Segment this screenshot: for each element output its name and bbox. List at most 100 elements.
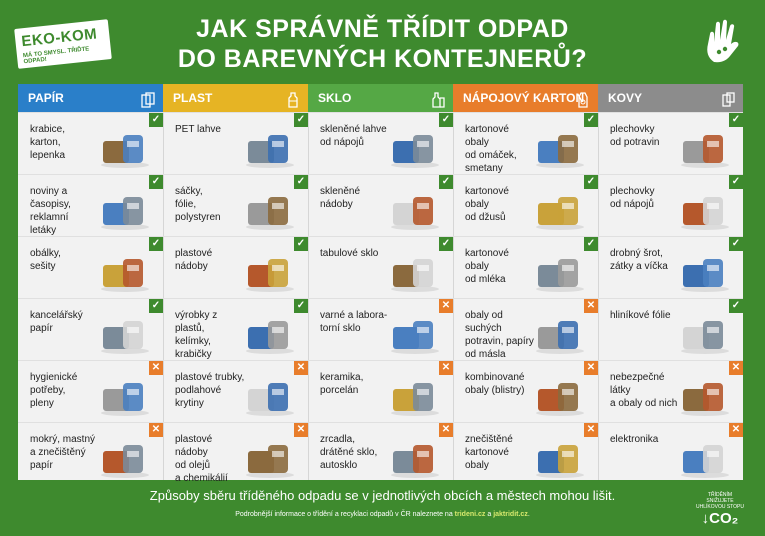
- envelopes-image: [97, 253, 153, 293]
- glass-sheet-image: [387, 253, 443, 293]
- blisters-image: [532, 377, 588, 417]
- waste-item: elektronika ✕: [598, 422, 743, 484]
- drink-cans-image: [677, 191, 733, 231]
- bottle-icon: [286, 90, 300, 108]
- cross-icon: ✕: [439, 423, 453, 437]
- waste-item-label: kartonové obaly od mléka: [465, 248, 509, 285]
- check-icon: ✓: [584, 237, 598, 251]
- waste-item: kartonové obaly od džusů ✓: [453, 174, 598, 236]
- jars-image: [387, 191, 443, 231]
- hand-icon: [707, 19, 739, 63]
- check-icon: ✓: [294, 237, 308, 251]
- food-cans-image: [677, 129, 733, 169]
- waste-item-label: PET lahve: [175, 124, 221, 135]
- plastic-containers-image: [242, 253, 298, 293]
- waste-item-label: plechovky od nápojů: [610, 186, 655, 210]
- waste-item-label: varné a labora-torní sklo: [320, 310, 388, 334]
- waste-item: mokrý, mastný a znečištěný papír ✕: [18, 422, 163, 484]
- waste-item: drobný šrot, zátky a víčka ✓: [598, 236, 743, 298]
- waste-item-label: kartonové obaly od džusů: [465, 186, 509, 223]
- waste-item: plechovky od potravin ✓: [598, 112, 743, 174]
- cross-icon: ✕: [439, 361, 453, 375]
- column-header-label: SKLO: [318, 91, 352, 105]
- cross-icon: ✕: [584, 423, 598, 437]
- waste-item: zrcadla, drátěné sklo, autosklo ✕: [308, 422, 453, 484]
- cross-icon: ✕: [294, 361, 308, 375]
- check-icon: ✓: [439, 113, 453, 127]
- waste-item-label: elektronika: [610, 434, 659, 445]
- pet-bottles-image: [242, 129, 298, 169]
- check-icon: ✓: [149, 175, 163, 189]
- column-header-plast: PLAST: [163, 84, 308, 112]
- waste-item-label: výrobky z plastů, kelímky, krabičky: [175, 310, 218, 360]
- foil-image: [677, 315, 733, 355]
- check-icon: ✓: [729, 237, 743, 251]
- waste-item-label: plastové nádoby: [175, 248, 213, 272]
- carton-icon: [576, 90, 590, 108]
- bags-image: [242, 191, 298, 231]
- waste-item: kartonové obaly od omáček, smetany ✓: [453, 112, 598, 174]
- column-header-label: PLAST: [173, 91, 213, 105]
- dirty-paper-image: [97, 439, 153, 479]
- link-jaktridit[interactable]: jaktridit.cz: [493, 511, 528, 518]
- waste-item: plastové nádoby od olejů a chemikálií ✕: [163, 422, 308, 484]
- waste-item-label: kartonové obaly od omáček, smetany: [465, 124, 517, 174]
- waste-item: výrobky z plastů, kelímky, krabičky ✓: [163, 298, 308, 360]
- waste-item: krabice, karton, lepenka ✓: [18, 112, 163, 174]
- link-trideni[interactable]: trideni.cz: [454, 511, 486, 518]
- co2-small-text: TŘÍDĚNÍM SNIŽUJETE UHLÍKOVOU STOPU: [696, 492, 744, 510]
- column-header-papír: PAPÍR: [18, 84, 163, 112]
- check-icon: ✓: [584, 113, 598, 127]
- waste-item-label: skleněné nádoby: [320, 186, 361, 210]
- lab-glass-image: [387, 315, 443, 355]
- check-icon: ✓: [294, 175, 308, 189]
- dirty-cartons-image: [532, 439, 588, 479]
- cross-icon: ✕: [149, 423, 163, 437]
- column-divider: [308, 112, 309, 480]
- co2-big-text: ↓CO₂: [701, 510, 739, 527]
- check-icon: ✓: [149, 299, 163, 313]
- column-header-label: PAPÍR: [28, 91, 64, 105]
- waste-item-label: plastové nádoby od olejů a chemikálií: [175, 434, 228, 484]
- waste-item-label: obaly od suchých potravin, papíry od másla: [465, 310, 534, 360]
- footer-dot: .: [527, 511, 530, 518]
- waste-item: keramika, porcelán ✕: [308, 360, 453, 422]
- mirror-image: [387, 439, 443, 479]
- cross-icon: ✕: [149, 361, 163, 375]
- waste-item: kancelářský papír ✓: [18, 298, 163, 360]
- waste-item-label: zrcadla, drátěné sklo, autosklo: [320, 434, 378, 471]
- waste-item: kombinované obaly (blistry) ✕: [453, 360, 598, 422]
- waste-item: hliníkové fólie ✓: [598, 298, 743, 360]
- check-icon: ✓: [294, 113, 308, 127]
- waste-item-label: znečištěné kartonové obaly: [465, 434, 513, 471]
- waste-item-label: kancelářský papír: [30, 310, 83, 334]
- column-header-nápojový-karton: NÁPOJOVÝ KARTON: [453, 84, 598, 112]
- check-icon: ✓: [439, 237, 453, 251]
- waste-item: PET lahve ✓: [163, 112, 308, 174]
- waste-item-label: plechovky od potravin: [610, 124, 660, 148]
- waste-item: skleněné lahve od nápojů ✓: [308, 112, 453, 174]
- waste-item: tabulové sklo ✓: [308, 236, 453, 298]
- waste-item: obaly od suchých potravin, papíry od másla…: [453, 298, 598, 360]
- cross-icon: ✕: [439, 299, 453, 313]
- waste-item-label: sáčky, fólie, polystyren: [175, 186, 221, 223]
- check-icon: ✓: [729, 299, 743, 313]
- footer-info: Podrobnější informace o třídění a recykl…: [0, 511, 765, 518]
- cross-icon: ✕: [584, 299, 598, 313]
- hazard-cans-image: [677, 377, 733, 417]
- cups-image: [242, 315, 298, 355]
- waste-item-label: drobný šrot, zátky a víčka: [610, 248, 668, 272]
- can-icon: [721, 90, 735, 107]
- column-divider: [163, 112, 164, 480]
- title-line-2: DO BAREVNÝCH KONTEJNERŮ?: [177, 45, 588, 73]
- column-header-label: NÁPOJOVÝ KARTON: [463, 91, 585, 105]
- office-paper-image: [97, 315, 153, 355]
- diapers-image: [97, 377, 153, 417]
- juice-cartons-image: [532, 191, 588, 231]
- waste-item: plastové nádoby ✓: [163, 236, 308, 298]
- check-icon: ✓: [149, 237, 163, 251]
- waste-item: obálky, sešity ✓: [18, 236, 163, 298]
- waste-item: plastové trubky, podlahové krytiny ✕: [163, 360, 308, 422]
- footer-info-prefix: Podrobnější informace o třídění a recykl…: [235, 511, 455, 518]
- check-icon: ✓: [294, 299, 308, 313]
